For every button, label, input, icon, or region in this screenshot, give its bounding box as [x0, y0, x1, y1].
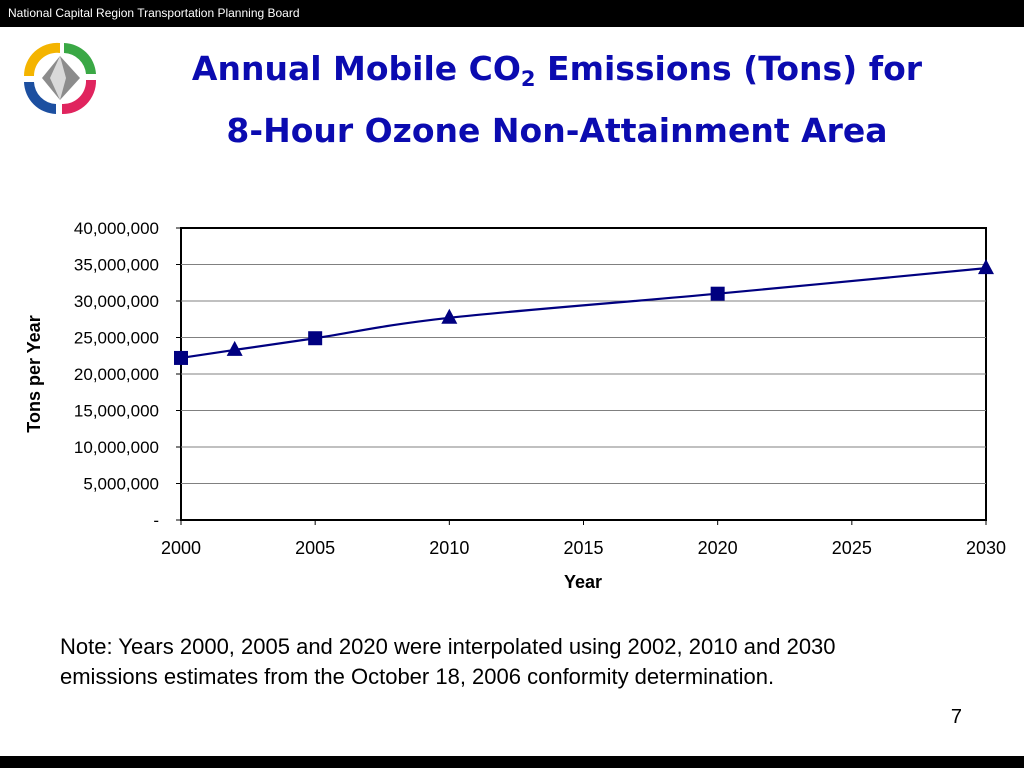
y-tick-label: 25,000,000: [74, 329, 159, 348]
y-tick-label: 10,000,000: [74, 438, 159, 457]
y-tick-labels: - 5,000,000 10,000,000 15,000,000 20,000,000…: [74, 219, 181, 530]
data-point-triangle: [978, 259, 994, 275]
x-tick-label: 2025: [832, 538, 872, 558]
x-tick-labels: 2000 2005 2010 2015 2020 2025 2030: [161, 520, 1006, 558]
top-bar: National Capital Region Transportation P…: [0, 0, 1024, 27]
bottom-bar: [0, 756, 1024, 768]
y-tick-label: -: [153, 511, 159, 530]
emissions-line-chart: - 5,000,000 10,000,000 15,000,000 20,000,000…: [24, 219, 1006, 592]
x-tick-label: 2020: [698, 538, 738, 558]
logo-white-fold: [50, 56, 66, 100]
data-point-square: [174, 350, 188, 365]
org-name: National Capital Region Transportation P…: [8, 6, 300, 20]
x-tick-label: 2015: [563, 538, 603, 558]
data-point-triangle: [441, 308, 458, 324]
x-axis-label: Year: [564, 572, 602, 592]
x-tick-label: 2030: [966, 538, 1006, 558]
slide-title: Annual Mobile CO2 Emissions (Tons) for 8…: [110, 38, 1004, 162]
y-tick-label: 15,000,000: [74, 402, 159, 421]
tpb-logo: [23, 42, 97, 115]
note-text: Note: Years 2000, 2005 and 2020 were int…: [60, 632, 990, 692]
data-point-square: [710, 286, 725, 301]
x-tick-label: 2000: [161, 538, 201, 558]
logo-gold-arc: [23, 42, 60, 76]
title-subscript: 2: [520, 67, 536, 91]
data-point-triangle: [226, 340, 243, 356]
y-axis-label: Tons per Year: [24, 315, 44, 432]
logo-green-arc: [64, 43, 96, 74]
y-tick-label: 20,000,000: [74, 365, 159, 384]
x-tick-label: 2010: [429, 538, 469, 558]
title-line-2: 8-Hour Ozone Non-Attainment Area: [226, 111, 888, 150]
y-tick-label: 35,000,000: [74, 256, 159, 275]
series-markers: [174, 259, 994, 365]
title-line-1: Annual Mobile CO2 Emissions (Tons) for: [191, 49, 923, 91]
x-tick-label: 2005: [295, 538, 335, 558]
page-number: 7: [950, 706, 962, 728]
note-line-2: emissions estimates from the October 18,…: [60, 664, 775, 689]
y-tick-label: 40,000,000: [74, 219, 159, 238]
data-point-square: [308, 331, 323, 346]
note-line-1: Note: Years 2000, 2005 and 2020 were int…: [60, 634, 836, 659]
logo-blue-arc: [24, 82, 56, 114]
y-tick-label: 30,000,000: [74, 292, 159, 311]
y-tick-label: 5,000,000: [83, 475, 159, 494]
logo-red-arc: [62, 80, 97, 115]
